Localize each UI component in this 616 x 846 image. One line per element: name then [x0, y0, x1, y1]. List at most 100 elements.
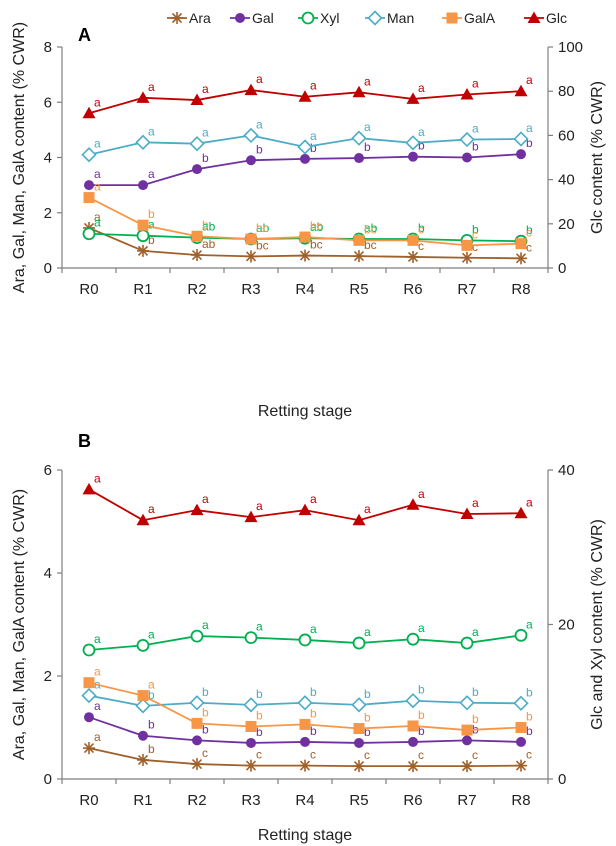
data-point [513, 695, 529, 711]
right-tick-label: 0 [558, 260, 566, 277]
significance-label: a [94, 632, 101, 646]
series-glc: a a a a a a a a a [82, 72, 533, 119]
right-tick-label: 40 [558, 462, 575, 479]
series-ara: a b c c c c c c c [83, 730, 532, 773]
data-point [83, 192, 95, 204]
significance-label: a [256, 72, 263, 86]
x-tick-label: R7 [457, 792, 476, 809]
data-point [352, 513, 366, 526]
x-tick-label: R6 [403, 792, 422, 809]
significance-label: a [364, 120, 371, 134]
significance-label: b [310, 724, 317, 738]
data-point [460, 636, 474, 650]
significance-label: a [310, 492, 317, 506]
significance-label: c [310, 748, 316, 762]
significance-label: a [202, 82, 209, 96]
significance-label: a [418, 487, 425, 501]
significance-label: c [418, 239, 424, 253]
data-point [82, 482, 96, 495]
data-point [352, 636, 366, 650]
x-tick-label: R6 [403, 281, 422, 298]
significance-label: b [148, 233, 155, 247]
significance-label: a [256, 117, 263, 131]
significance-label: b [418, 139, 425, 153]
significance-label: c [526, 748, 532, 762]
data-point [354, 153, 364, 164]
x-tick-label: R3 [241, 792, 260, 809]
data-point [299, 759, 311, 772]
significance-label: a [94, 95, 101, 109]
legend-marker-gal [235, 13, 245, 23]
x-tick-label: R2 [187, 792, 206, 809]
data-point [135, 698, 151, 714]
data-point [462, 152, 472, 163]
data-point [299, 249, 311, 262]
series-gal: a abb b b b b b [84, 136, 533, 191]
significance-label: b [418, 724, 425, 738]
data-point [461, 251, 473, 264]
significance-label: a [472, 625, 479, 639]
significance-label: b [526, 136, 533, 150]
significance-label: a [94, 471, 101, 485]
data-point [136, 638, 150, 652]
data-point [459, 131, 475, 148]
x-tick-label: R5 [349, 792, 368, 809]
right-tick-label: 20 [558, 617, 575, 634]
significance-label: b [472, 712, 479, 726]
data-point [462, 735, 472, 746]
data-point [516, 149, 526, 160]
significance-label: bc [310, 219, 323, 233]
data-point [297, 139, 313, 155]
significance-label: ab [310, 220, 324, 234]
data-point [191, 717, 203, 729]
legend-marker-glc [527, 11, 541, 23]
right-tick-label: 0 [558, 771, 566, 788]
data-point [461, 724, 473, 736]
significance-label: b [418, 708, 425, 722]
data-point [244, 510, 258, 523]
significance-label: a [256, 499, 263, 513]
right-axis-title: Glc content (% CWR) [589, 81, 606, 234]
data-point [460, 507, 474, 520]
significance-label: b [256, 142, 263, 156]
significance-label: b [256, 708, 263, 722]
significance-label: b [526, 710, 533, 724]
significance-label: b [148, 688, 155, 702]
significance-label: ab [256, 221, 270, 235]
data-point [81, 687, 97, 704]
series-ara: ab ab bc bc bc c c c [83, 210, 532, 265]
data-point [189, 136, 205, 152]
data-point [83, 742, 95, 755]
significance-label: a [148, 80, 155, 94]
significance-label: b [526, 223, 533, 237]
data-point [299, 718, 311, 730]
data-point [405, 693, 421, 709]
series-gala: abb bc bc bc c c c [83, 180, 532, 251]
data-point [137, 690, 149, 702]
significance-label: c [472, 748, 478, 762]
significance-label: a [418, 621, 425, 635]
significance-label: a [94, 180, 101, 194]
significance-label: a [364, 625, 371, 639]
series-man: ab b b b b b b b [81, 678, 533, 714]
data-point [138, 730, 148, 741]
data-point [246, 737, 256, 748]
data-point [246, 155, 256, 166]
data-point [245, 250, 257, 263]
data-point [81, 147, 97, 163]
data-point [354, 737, 364, 748]
legend-label-gal: Gal [252, 10, 274, 26]
data-point [351, 130, 367, 146]
data-point [191, 230, 203, 242]
significance-label: b [526, 685, 533, 699]
significance-label: a [364, 74, 371, 88]
data-point [244, 83, 258, 96]
data-point [513, 131, 529, 147]
series-man: a a a a a a a a a [81, 117, 533, 163]
left-tick-label: 4 [44, 565, 52, 582]
data-point [245, 233, 257, 245]
panel-label: A [78, 25, 91, 45]
significance-label: b [148, 742, 155, 756]
data-point [137, 753, 149, 766]
